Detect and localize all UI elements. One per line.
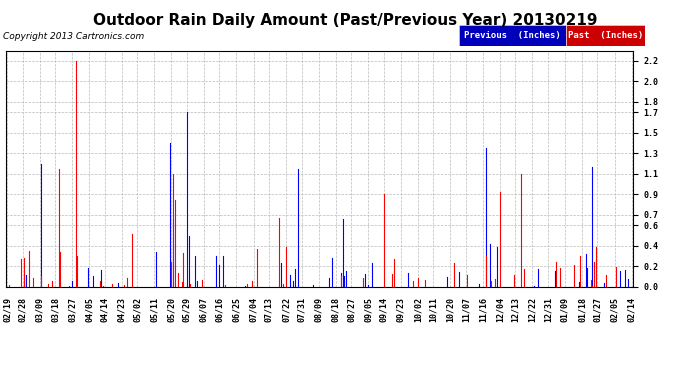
Text: Previous  (Inches): Previous (Inches) [464, 31, 561, 40]
Text: Past  (Inches): Past (Inches) [568, 31, 643, 40]
Text: Copyright 2013 Cartronics.com: Copyright 2013 Cartronics.com [3, 32, 145, 41]
Text: Outdoor Rain Daily Amount (Past/Previous Year) 20130219: Outdoor Rain Daily Amount (Past/Previous… [92, 13, 598, 28]
